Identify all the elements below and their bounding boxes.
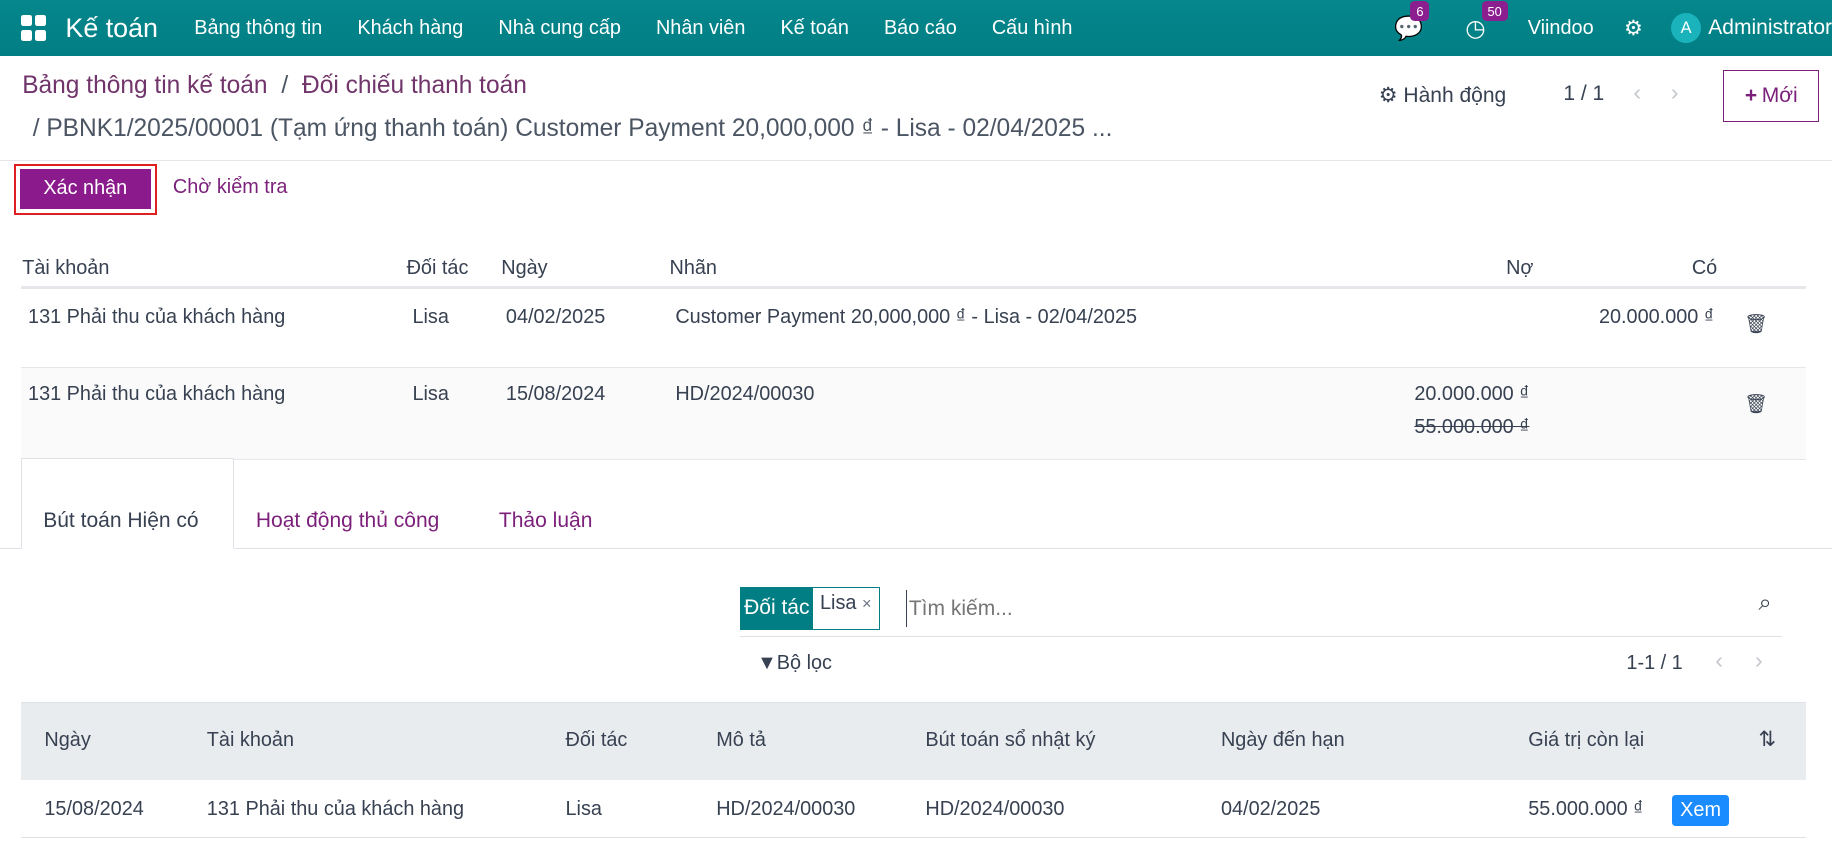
cell-partner: Lisa xyxy=(412,383,449,406)
col-account[interactable]: Tài khoản xyxy=(206,729,295,752)
cell-debit: 20.000.000 ₫ xyxy=(1414,383,1530,406)
chevron-right-icon[interactable]: › xyxy=(1670,79,1679,106)
actions-button[interactable]: ⚙ Hành động xyxy=(1379,82,1507,108)
col-partner[interactable]: Đối tác xyxy=(565,729,628,752)
facet-key: Đối tác xyxy=(740,587,814,629)
row-divider xyxy=(21,836,1807,838)
tab-existing-entries[interactable] xyxy=(21,458,234,550)
header-divider xyxy=(21,286,1807,289)
col-due-date[interactable]: Ngày đến hạn xyxy=(1220,729,1345,752)
apps-menu-icon[interactable] xyxy=(21,15,47,41)
gear-icon: ⚙ xyxy=(1378,83,1398,107)
confirm-button[interactable]: Xác nhận xyxy=(19,169,152,209)
top-navbar: Kế toán Bảng thông tin Khách hàng Nhà cu… xyxy=(0,0,1832,57)
view-button[interactable]: Xem xyxy=(1671,794,1730,827)
trash-icon[interactable]: 🗑 xyxy=(1744,313,1769,335)
new-button[interactable]: + Mới xyxy=(1723,70,1820,122)
record-title: / PBNK1/2025/00001 (Tạm ứng thanh toán) … xyxy=(32,114,1113,142)
col-debit: Nợ xyxy=(1506,257,1534,280)
app-name[interactable]: Kế toán xyxy=(65,12,158,43)
divider xyxy=(0,160,1832,161)
record-pager: 1 / 1 xyxy=(1563,81,1605,105)
filter-icon: ▼ xyxy=(757,651,777,674)
breadcrumb-separator: / xyxy=(281,72,289,100)
settings-gears-icon[interactable]: ⚙ xyxy=(1624,17,1643,41)
list-header xyxy=(21,702,1807,781)
plus-icon: + xyxy=(1744,83,1758,107)
breadcrumb-parent[interactable]: Bảng thông tin kế toán xyxy=(22,72,268,100)
tab-existing-entries-label[interactable]: Bút toán Hiện có xyxy=(43,509,199,533)
col-journal-entry[interactable]: Bút toán sổ nhật ký xyxy=(925,729,1096,752)
cell-residual: 55.000.000 ₫ xyxy=(1528,798,1644,821)
search-facet[interactable]: Đối tác Lisa × xyxy=(739,586,880,630)
facet-value: Lisa xyxy=(820,592,857,615)
messages-icon[interactable]: 💬 6 xyxy=(1394,1,1430,42)
activities-badge: 50 xyxy=(1481,1,1508,21)
cell-debit-original: 55.000.000 ₫ xyxy=(1414,415,1530,438)
wait-check-button[interactable]: Chờ kiểm tra xyxy=(172,176,288,199)
search-input[interactable] xyxy=(905,590,1730,628)
cell-due-date: 04/02/2025 xyxy=(1220,798,1321,821)
breadcrumb-current[interactable]: Đối chiếu thanh toán xyxy=(301,72,527,100)
search-divider xyxy=(739,635,1782,637)
confirm-button-highlight: Xác nhận xyxy=(14,163,157,215)
cell-label: Customer Payment 20,000,000 ₫ - Lisa - 0… xyxy=(675,306,1138,329)
menu-vendors[interactable]: Nhà cung cấp xyxy=(498,16,621,39)
menu-accounting[interactable]: Kế toán xyxy=(780,16,849,39)
cell-description: HD/2024/00030 xyxy=(716,798,856,821)
chevron-left-icon[interactable]: ‹ xyxy=(1633,79,1642,106)
col-description[interactable]: Mô tả xyxy=(716,729,766,752)
trash-icon[interactable]: 🗑 xyxy=(1744,392,1769,414)
filter-label: Bộ lọc xyxy=(776,651,832,674)
col-date[interactable]: Ngày xyxy=(44,729,91,752)
col-residual[interactable]: Giá trị còn lại xyxy=(1528,729,1645,752)
col-partner: Đối tác xyxy=(406,257,469,280)
messages-badge: 6 xyxy=(1410,1,1430,21)
avatar[interactable]: A xyxy=(1670,12,1702,44)
cell-credit: 20.000.000 ₫ xyxy=(1598,306,1715,329)
optional-columns-icon[interactable]: ⇅ xyxy=(1758,727,1777,751)
tab-discussion[interactable]: Thảo luận xyxy=(498,509,593,533)
menu-configuration[interactable]: Cấu hình xyxy=(991,16,1073,39)
cell-partner: Lisa xyxy=(412,306,449,329)
cell-partner: Lisa xyxy=(565,798,602,821)
filter-button[interactable]: ▼Bộ lọc xyxy=(757,652,832,675)
user-menu[interactable]: Administrator xyxy=(1708,16,1832,40)
cell-date: 15/08/2024 xyxy=(505,383,606,406)
breadcrumb: Bảng thông tin kế toán / Đối chiếu thanh… xyxy=(22,72,527,100)
cell-date: 04/02/2025 xyxy=(505,306,606,329)
cell-account: 131 Phải thu của khách hàng xyxy=(28,383,286,406)
chevron-right-icon[interactable]: › xyxy=(1754,647,1763,674)
cell-date: 15/08/2024 xyxy=(44,798,144,821)
tab-manual-operations[interactable]: Hoạt động thủ công xyxy=(255,509,440,533)
col-credit: Có xyxy=(1691,257,1718,280)
company-switcher[interactable]: Viindoo xyxy=(1527,16,1594,39)
cell-account: 131 Phải thu của khách hàng xyxy=(206,798,465,821)
menu-dashboard[interactable]: Bảng thông tin xyxy=(194,16,323,39)
col-label: Nhãn xyxy=(669,257,717,280)
new-label: Mới xyxy=(1761,83,1798,107)
table-row[interactable] xyxy=(21,366,1807,460)
tabs-divider xyxy=(0,547,1832,549)
menu-employees[interactable]: Nhân viên xyxy=(655,16,746,39)
close-icon[interactable]: × xyxy=(861,595,872,614)
col-date: Ngày xyxy=(501,257,548,280)
cell-journal-entry: HD/2024/00030 xyxy=(925,798,1065,821)
activities-icon[interactable]: ◷ 50 xyxy=(1465,1,1508,42)
menu-customers[interactable]: Khách hàng xyxy=(357,16,464,39)
list-pager: 1-1 / 1 xyxy=(1626,651,1683,674)
search-icon[interactable]: ⌕ xyxy=(1758,588,1772,615)
cell-account: 131 Phải thu của khách hàng xyxy=(28,306,286,329)
menu-reports[interactable]: Báo cáo xyxy=(883,16,957,39)
col-account: Tài khoản xyxy=(22,257,110,280)
actions-label: Hành động xyxy=(1403,83,1507,107)
chevron-left-icon[interactable]: ‹ xyxy=(1715,647,1723,674)
cell-label: HD/2024/00030 xyxy=(675,383,815,406)
